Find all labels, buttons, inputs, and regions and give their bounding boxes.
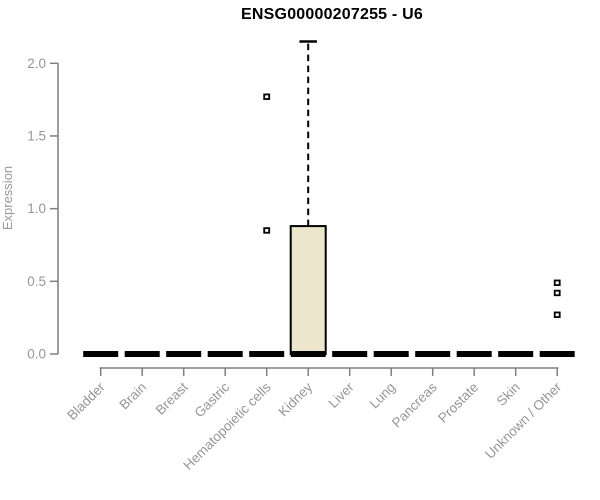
median-line (332, 351, 368, 357)
y-tick-label: 0.5 (27, 274, 46, 289)
x-category-label: Bladder (64, 379, 108, 423)
y-tick-label: 0.0 (27, 347, 46, 362)
box (289, 225, 327, 355)
outlier-point (553, 311, 561, 318)
x-category-label: Breast (153, 379, 191, 417)
x-category-label: Kidney (276, 379, 316, 419)
median-line (249, 351, 285, 357)
y-tick-label: 2.0 (27, 56, 46, 71)
median-line (207, 351, 243, 357)
median-line (456, 351, 492, 357)
median-line (83, 351, 119, 357)
chart-title: ENSG00000207255 - U6 (241, 6, 423, 23)
outlier-point (263, 93, 271, 100)
x-category-label: Gastric (191, 379, 232, 420)
median-line (290, 351, 326, 357)
outlier-point (263, 227, 271, 234)
y-tick-label: 1.0 (27, 201, 46, 216)
median-line (415, 351, 451, 357)
outlier-point (553, 279, 561, 286)
x-category-label: Liver (326, 379, 358, 411)
outlier-point (553, 289, 561, 297)
median-line (166, 351, 202, 357)
median-line (539, 351, 575, 357)
x-category-label: Unknown / Other (482, 379, 565, 462)
median-line (124, 351, 160, 357)
x-category-label: Pancreas (389, 379, 440, 430)
median-line (373, 351, 409, 357)
median-line (498, 351, 534, 357)
y-tick-label: 1.5 (27, 128, 46, 143)
x-category-label: Lung (366, 380, 398, 412)
x-category-label: Brain (116, 380, 149, 413)
x-category-label: Prostate (435, 380, 481, 426)
x-category-label: Skin (494, 380, 523, 409)
y-axis-title: Expression (0, 165, 15, 231)
